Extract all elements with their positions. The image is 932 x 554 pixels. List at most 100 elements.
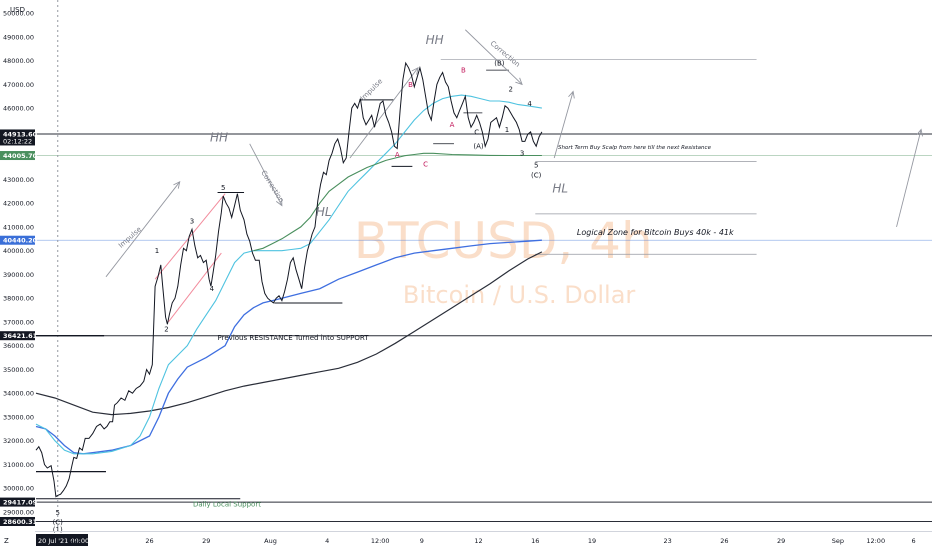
y-tick-label: 30000.00 [3, 485, 34, 493]
trend-arrow-head-1 [275, 198, 283, 207]
y-tick-label: 38000.00 [3, 295, 34, 303]
price-series [35, 61, 543, 498]
wave-label-15: 3 [520, 150, 524, 158]
channel-upper [154, 193, 226, 280]
drawings [36, 0, 923, 531]
y-tick-label: 29000.00 [3, 508, 34, 516]
ma-slow-line [35, 251, 543, 416]
y-tick-label: 35000.00 [3, 366, 34, 374]
wave-label-3: 4 [210, 285, 215, 293]
price-badge-label-0: 44913.60 [3, 130, 38, 138]
x-tick-label: 29 [777, 537, 785, 545]
wave-label-19: 5 [56, 509, 60, 517]
wave-label-20: (C) [53, 518, 64, 526]
structure-label-3: HL [552, 181, 568, 195]
x-tick-badge [36, 534, 88, 546]
structure-label-2: HL [316, 205, 332, 219]
x-tick-label: 16 [531, 537, 539, 545]
y-axis[interactable]: USD 29000.00 30000.00 31000.00 32000.00 33000… [0, 6, 38, 526]
watermark-symbol: BTCUSD, 4h [354, 212, 653, 270]
price-badge-0 [0, 129, 35, 146]
price-badge-1 [0, 151, 35, 161]
structure-label-0: HH [210, 130, 228, 144]
wave-label-17: 5 [534, 162, 538, 170]
price-badge-label-2: 40440.20 [3, 237, 38, 245]
moving-averages [35, 94, 543, 455]
y-tick-label: 41000.00 [3, 223, 34, 231]
trend-label-2: Impulse [359, 77, 384, 102]
price-badge-label-4: 29417.09 [3, 499, 38, 507]
wave-label-14: 1 [505, 126, 509, 134]
wave-label-7: C [423, 160, 428, 168]
annotation-1: Daily Local Support [193, 501, 261, 509]
price-badge-5 [0, 516, 35, 526]
trend-arrow-head-3 [515, 77, 523, 86]
trend-arrow-head-5 [916, 128, 923, 137]
x-tick-label: 20 Jul '21 00:00 [38, 537, 89, 545]
wave-label-12: (B) [494, 59, 505, 67]
annotation-3: Logical Zone for Bitcoin Buys 40k - 41k [577, 228, 734, 237]
trend-arrow-5 [896, 129, 922, 228]
structure-label-1: HH [426, 33, 444, 47]
x-tick-label: Aug [264, 537, 277, 545]
x-tick-label: 9 [420, 537, 424, 545]
y-tick-label: 40000.00 [3, 247, 34, 255]
y-tick-label: 48000.00 [3, 57, 34, 65]
annotation-0: Previous RESISTANCE Turned into SUPPORT [218, 334, 370, 342]
price-badge-3 [0, 331, 35, 341]
watermark-name: Bitcoin / U.S. Dollar [403, 281, 636, 309]
wave-label-10: C [474, 128, 479, 136]
x-tick-label: Sep [832, 537, 844, 545]
y-tick-label: 43000.00 [3, 176, 34, 184]
wave-label-18: (C) [531, 172, 542, 180]
y-tick-label: 47000.00 [3, 81, 34, 89]
price-badge-label-1: 44005.70 [3, 152, 38, 160]
trend-arrow-head-0 [173, 180, 181, 189]
y-tick-label: 34000.00 [3, 390, 34, 398]
channel-lower [167, 252, 222, 323]
x-tick-label: 6 [911, 537, 915, 545]
trend-arrow-1 [249, 143, 283, 206]
price-badge-label-5: 28600.31 [3, 518, 38, 526]
y-tick-label: 42000.00 [3, 200, 34, 208]
trend-arrow-head-2 [411, 66, 419, 75]
y-tick-label: 33000.00 [3, 413, 34, 421]
x-tick-label: 19 [588, 537, 596, 545]
y-tick-label: 36000.00 [3, 342, 34, 350]
y-tick-label: 50000.00 [3, 10, 34, 18]
trend-arrow-head-4 [568, 90, 575, 99]
x-tick-label: 29 [202, 537, 210, 545]
wave-label-11: (A) [473, 143, 484, 151]
x-tick-label: 12 [474, 537, 482, 545]
price-line [35, 61, 543, 498]
y-tick-label: 49000.00 [3, 33, 34, 41]
wave-label-4: 5 [221, 184, 225, 192]
watermark: BTCUSD, 4h Bitcoin / U.S. Dollar [354, 212, 653, 309]
x-tick-label: 12:00 [866, 537, 885, 545]
trend-arrow-3 [465, 29, 523, 85]
wave-label-5: A [395, 151, 400, 159]
wave-label-8: A [450, 121, 455, 129]
wave-label-2: 3 [190, 217, 194, 225]
price-badge-4 [0, 497, 35, 507]
price-badge-2 [0, 235, 35, 245]
price-badge-sublabel-0: 02:12:22 [3, 137, 32, 145]
horizontal-levels [35, 133, 932, 522]
trend-arrow-4 [553, 91, 574, 159]
wave-label-16: 4 [527, 100, 532, 108]
wave-label-9: B [461, 67, 466, 75]
wave-label-13: 2 [508, 86, 512, 94]
price-badge-label-3: 36421.61 [3, 332, 38, 340]
y-tick-label: 46000.00 [3, 105, 34, 113]
y-tick-label: 37000.00 [3, 318, 34, 326]
x-tick-label: 4 [325, 537, 329, 545]
trend-arrow-0 [105, 181, 181, 278]
wave-label-0: 1 [155, 247, 159, 255]
x-tick-label: 12:00 [371, 537, 390, 545]
ma-green-line [253, 152, 542, 252]
trend-arrow-2 [349, 67, 419, 159]
trend-label-1: Correction [259, 169, 285, 204]
